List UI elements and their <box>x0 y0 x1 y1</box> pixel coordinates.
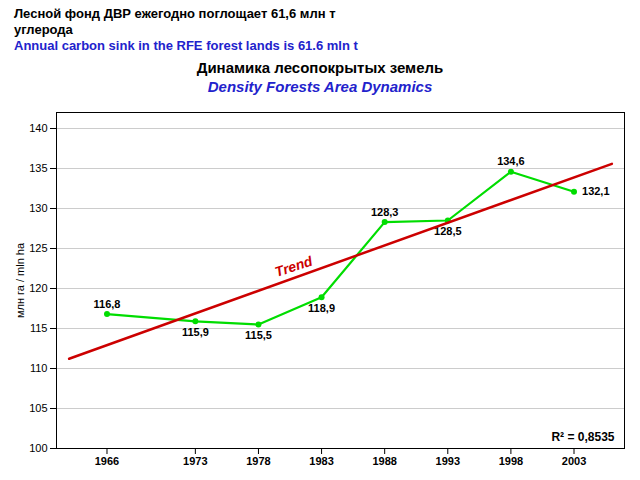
svg-text:R² = 0,8535: R² = 0,8535 <box>551 430 614 444</box>
svg-text:млн га / mln ha: млн га / mln ha <box>14 242 26 318</box>
svg-text:115,9: 115,9 <box>182 326 209 338</box>
svg-text:1966: 1966 <box>95 455 119 467</box>
svg-text:1978: 1978 <box>246 455 270 467</box>
svg-text:118,9: 118,9 <box>308 302 335 314</box>
svg-text:128,5: 128,5 <box>434 225 462 237</box>
svg-text:Trend: Trend <box>273 253 315 280</box>
svg-text:1988: 1988 <box>372 455 396 467</box>
html-text:Annual carbon sink in the RFE: Annual carbon sink in the RFE forest lan… <box>14 38 358 53</box>
svg-text:125: 125 <box>29 242 47 254</box>
svg-text:134,6: 134,6 <box>497 155 525 167</box>
svg-text:100: 100 <box>29 442 47 454</box>
svg-text:135: 135 <box>29 162 47 174</box>
svg-text:1993: 1993 <box>436 455 460 467</box>
svg-text:105: 105 <box>29 402 47 414</box>
svg-text:120: 120 <box>29 282 47 294</box>
svg-text:140: 140 <box>29 122 47 134</box>
html-text:Density Forests Area Dynamics: Density Forests Area Dynamics <box>207 78 433 95</box>
svg-text:128,3: 128,3 <box>371 206 399 218</box>
svg-text:115: 115 <box>30 322 48 334</box>
svg-text:1983: 1983 <box>309 455 333 467</box>
svg-text:116,8: 116,8 <box>94 298 121 310</box>
svg-text:2003: 2003 <box>562 455 586 467</box>
svg-text:110: 110 <box>30 362 48 374</box>
html-text:Лесной фонд ДВР ежегодно погло: Лесной фонд ДВР ежегодно поглощает 61,6 … <box>14 6 336 21</box>
svg-text:1998: 1998 <box>499 455 523 467</box>
svg-text:115,5: 115,5 <box>245 329 272 341</box>
svg-text:1973: 1973 <box>183 455 207 467</box>
html-text:Динамика лесопокрытых земель: Динамика лесопокрытых земель <box>196 59 444 76</box>
svg-text:130: 130 <box>29 202 47 214</box>
svg-text:132,1: 132,1 <box>582 185 610 197</box>
html-text:углерода: углерода <box>14 22 73 37</box>
